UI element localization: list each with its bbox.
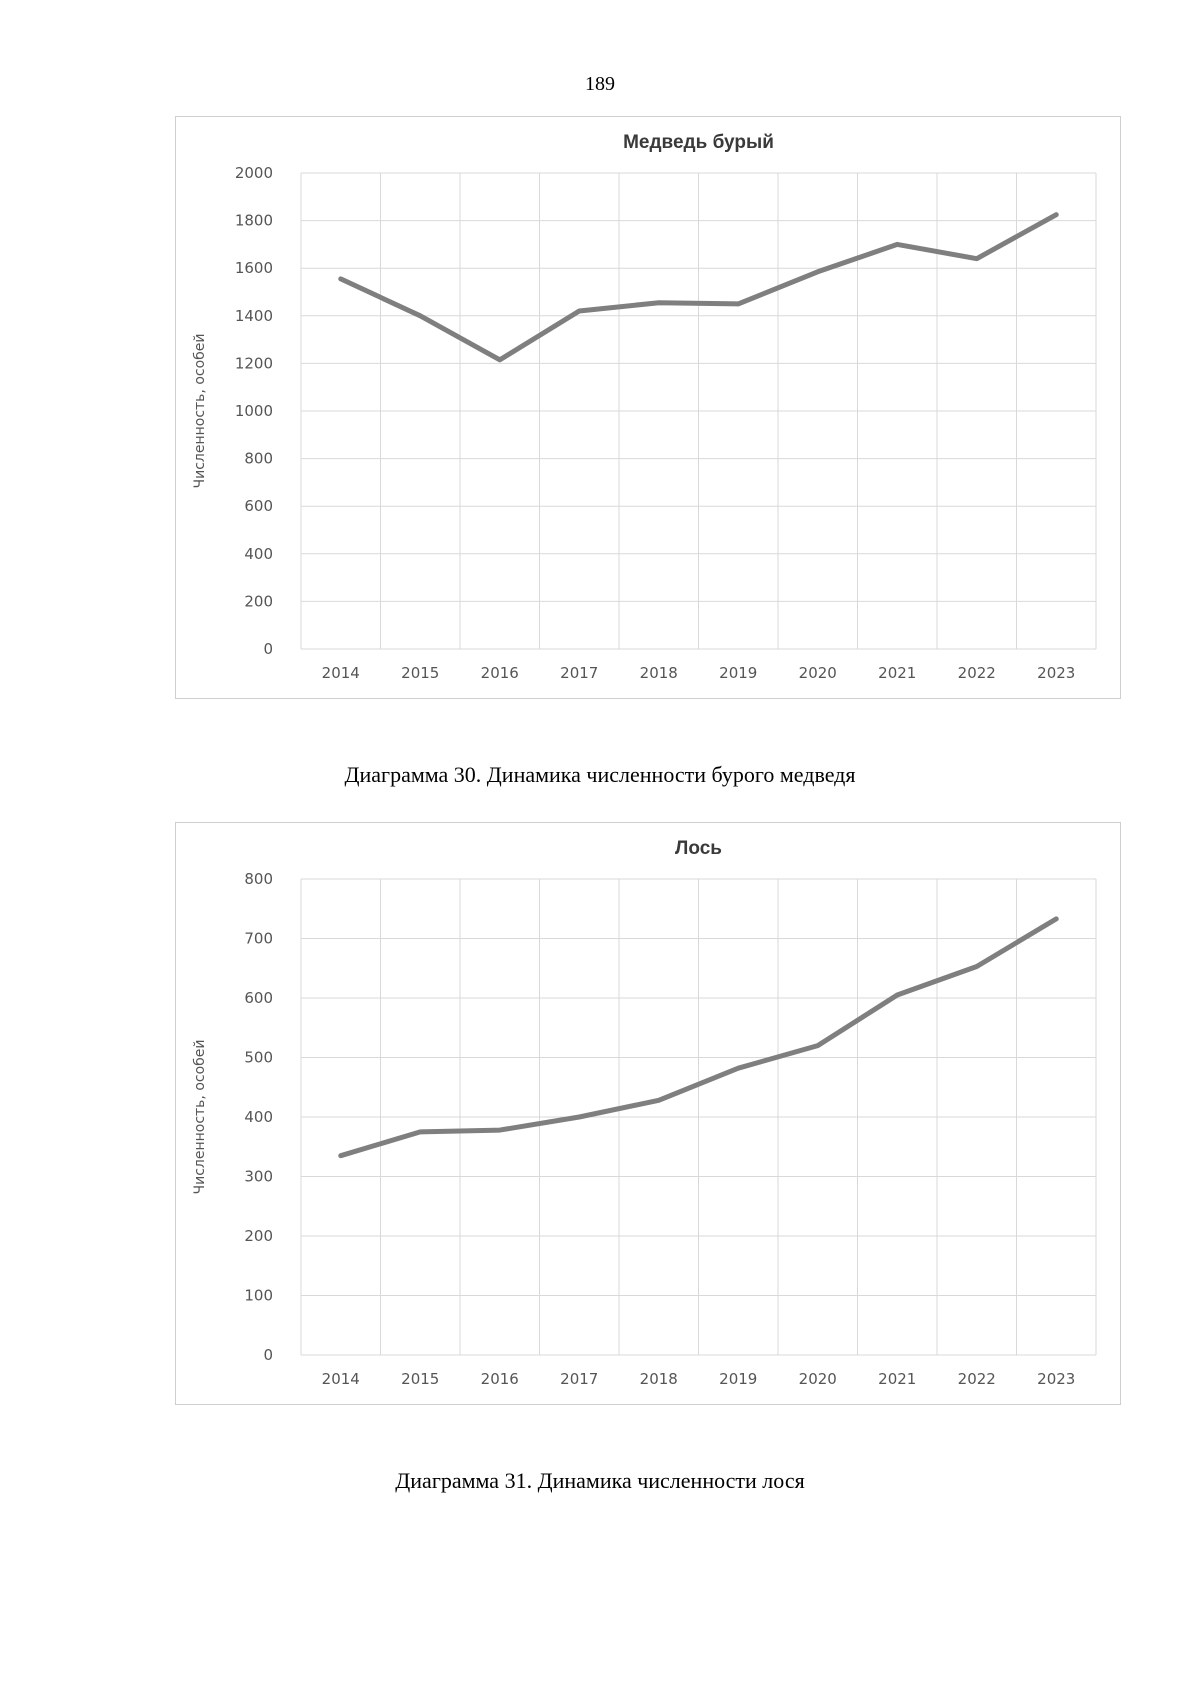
- bear-chart-data-point: [976, 258, 978, 260]
- moose-chart-xtick-label: 2016: [481, 1370, 519, 1388]
- chart-brown-bear-svg: Медведь бурый 0 200 400 600 800 1000 1200 1400 16…: [192, 132, 1097, 682]
- bear-chart-xtick-label: 2023: [1037, 664, 1075, 682]
- moose-chart-ytick-label: 0: [263, 1346, 273, 1364]
- bear-chart-xtick-label: 2021: [878, 664, 916, 682]
- moose-chart-ytick-label: 600: [244, 989, 273, 1007]
- moose-chart-data-point: [499, 1129, 501, 1131]
- moose-chart-data-point: [578, 1116, 580, 1118]
- moose-chart-ytick-label: 800: [244, 870, 273, 888]
- bear-chart-ytick-label: 800: [244, 450, 273, 468]
- moose-chart-xtick-label: 2015: [401, 1370, 439, 1388]
- bear-chart-xtick-label: 2019: [719, 664, 757, 682]
- page-number: 189: [585, 73, 615, 95]
- bear-chart-ytick-label: 1000: [235, 402, 273, 420]
- moose-chart-ytick-label: 700: [244, 930, 273, 948]
- moose-chart-series-line: [338, 916, 1059, 1159]
- bear-chart-ylabel: Численность, особей: [192, 333, 208, 488]
- bear-chart-ytick-label: 1400: [235, 307, 273, 325]
- moose-chart-xtick-label: 2019: [719, 1370, 757, 1388]
- bear-chart-data-point: [340, 278, 342, 280]
- moose-chart-ytick-label: 400: [244, 1108, 273, 1126]
- caption-diagram-30: Диаграмма 30. Динамика численности бурог…: [344, 762, 856, 787]
- bear-chart-series-line: [338, 212, 1059, 363]
- bear-chart-xtick-label: 2014: [322, 664, 360, 682]
- bear-chart-ytick-label: 200: [244, 592, 273, 610]
- moose-chart-xtick-label: 2014: [322, 1370, 360, 1388]
- bear-chart-data-point: [419, 315, 421, 317]
- bear-chart-xtick-label: 2020: [799, 664, 837, 682]
- bear-chart-data-point: [578, 310, 580, 312]
- bear-chart-xtick-label: 2017: [560, 664, 598, 682]
- moose-chart-data-point: [658, 1099, 660, 1101]
- moose-chart-xtick-label: 2022: [958, 1370, 996, 1388]
- moose-chart-ylabel: Численность, особей: [192, 1039, 208, 1194]
- moose-chart-xtick-label: 2023: [1037, 1370, 1075, 1388]
- bear-chart-data-point: [658, 302, 660, 304]
- moose-chart-xtick-label: 2021: [878, 1370, 916, 1388]
- bear-chart-ytick-label: 400: [244, 545, 273, 563]
- moose-chart-data-point: [896, 994, 898, 996]
- moose-chart-title: Лось: [675, 838, 722, 859]
- bear-chart-ytick-label: 1200: [235, 354, 273, 372]
- moose-chart-data-point: [340, 1155, 342, 1157]
- moose-chart-xtick-label: 2018: [640, 1370, 678, 1388]
- chart-brown-bear: Медведь бурый 0 200 400 600 800 1000 1200 1400 16…: [175, 116, 1121, 699]
- bear-chart-xtick-label: 2016: [481, 664, 519, 682]
- moose-chart-data-point: [737, 1067, 739, 1069]
- bear-chart-data-point: [817, 271, 819, 273]
- moose-chart-ytick-label: 300: [244, 1168, 273, 1186]
- moose-chart-data-point: [1055, 918, 1057, 920]
- bear-chart-ytick-label: 1800: [235, 212, 273, 230]
- bear-chart-title: Медведь бурый: [623, 132, 774, 153]
- moose-chart-ytick-label: 200: [244, 1227, 273, 1245]
- bear-chart-ytick-label: 2000: [235, 164, 273, 182]
- moose-chart-xtick-label: 2017: [560, 1370, 598, 1388]
- bear-chart-ytick-label: 600: [244, 497, 273, 515]
- bear-chart-data-point: [499, 359, 501, 361]
- bear-chart-ytick-label: 1600: [235, 259, 273, 277]
- moose-chart-data-point: [817, 1045, 819, 1047]
- moose-chart-data-point: [419, 1131, 421, 1133]
- chart-moose-svg: Лось 0 100 200 300 400 500 600 700 800 2014 2015 201…: [192, 838, 1097, 1388]
- bear-chart-xtick-label: 2022: [958, 664, 996, 682]
- moose-chart-xtick-label: 2020: [799, 1370, 837, 1388]
- moose-chart-data-point: [976, 965, 978, 967]
- caption-diagram-31: Диаграмма 31. Динамика численности лося: [395, 1468, 805, 1493]
- chart-moose: Лось 0 100 200 300 400 500 600 700 800 2014 2015 201…: [175, 822, 1121, 1405]
- moose-chart-ytick-label: 500: [244, 1049, 273, 1067]
- bear-chart-data-point: [896, 243, 898, 245]
- bear-chart-ytick-label: 0: [263, 640, 273, 658]
- bear-chart-data-point: [1055, 214, 1057, 216]
- bear-chart-data-point: [737, 303, 739, 305]
- bear-chart-xtick-label: 2015: [401, 664, 439, 682]
- moose-chart-ytick-label: 100: [244, 1287, 273, 1305]
- bear-chart-xtick-label: 2018: [640, 664, 678, 682]
